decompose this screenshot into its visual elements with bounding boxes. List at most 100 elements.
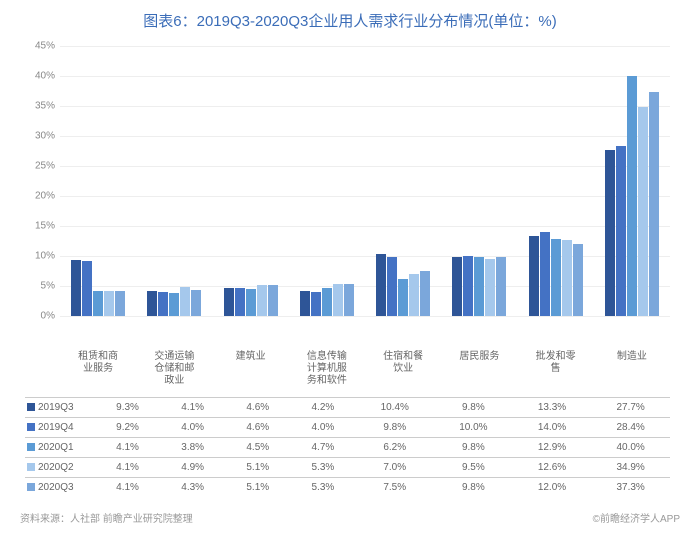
table-cell: 27.7% xyxy=(591,398,670,418)
data-table-wrap: 2019Q39.3%4.1%4.6%4.2%10.4%9.8%13.3%27.7… xyxy=(25,397,670,497)
table-cell: 4.2% xyxy=(290,398,355,418)
bar xyxy=(376,254,386,316)
bar xyxy=(496,257,506,316)
y-tick: 30% xyxy=(35,131,55,142)
category-group xyxy=(289,284,365,316)
y-tick: 40% xyxy=(35,71,55,82)
category-group xyxy=(136,287,212,316)
bar xyxy=(605,150,615,316)
table-cell: 4.0% xyxy=(290,418,355,438)
table-cell: 5.1% xyxy=(225,478,290,498)
category-group xyxy=(594,76,670,316)
bar xyxy=(169,293,179,316)
table-cell: 40.0% xyxy=(591,438,670,458)
x-label: 制造业 xyxy=(594,351,670,387)
bar xyxy=(191,290,201,316)
table-cell: 6.2% xyxy=(355,438,434,458)
bar xyxy=(474,257,484,316)
y-tick: 20% xyxy=(35,191,55,202)
series-label: 2020Q1 xyxy=(38,442,74,453)
y-tick: 15% xyxy=(35,221,55,232)
table-cell: 9.8% xyxy=(434,398,513,418)
table-cell: 4.9% xyxy=(160,458,225,478)
table-cell: 7.0% xyxy=(355,458,434,478)
category-group xyxy=(213,285,289,316)
category-group xyxy=(441,256,517,316)
y-tick: 0% xyxy=(41,311,55,322)
series-label: 2019Q3 xyxy=(38,402,74,413)
table-row: 2019Q49.2%4.0%4.6%4.0%9.8%10.0%14.0%28.4… xyxy=(25,418,670,438)
series-label: 2020Q3 xyxy=(38,482,74,493)
table-cell: 9.8% xyxy=(434,478,513,498)
table-cell: 12.0% xyxy=(513,478,592,498)
bar xyxy=(104,291,114,316)
table-cell: 9.8% xyxy=(355,418,434,438)
category-group xyxy=(365,254,441,316)
y-axis: 0%5%10%15%20%25%30%35%40%45% xyxy=(25,46,60,316)
table-cell: 4.3% xyxy=(160,478,225,498)
bar xyxy=(649,92,659,316)
bar xyxy=(268,285,278,316)
table-cell: 12.9% xyxy=(513,438,592,458)
category-group xyxy=(518,232,594,316)
table-cell: 5.3% xyxy=(290,458,355,478)
x-label: 住宿和餐饮业 xyxy=(365,351,441,387)
table-cell: 14.0% xyxy=(513,418,592,438)
chart-container: 图表6：2019Q3-2020Q3企业用人需求行业分布情况(单位：%) 0% 5%… xyxy=(0,0,700,533)
legend-swatch xyxy=(27,403,35,411)
bar xyxy=(344,284,354,316)
bar xyxy=(463,256,473,316)
bar xyxy=(420,271,430,316)
table-cell: 37.3% xyxy=(591,478,670,498)
table-row: 2019Q39.3%4.1%4.6%4.2%10.4%9.8%13.3%27.7… xyxy=(25,398,670,418)
data-table: 2019Q39.3%4.1%4.6%4.2%10.4%9.8%13.3%27.7… xyxy=(25,397,670,497)
bar xyxy=(333,284,343,316)
table-cell: 9.5% xyxy=(434,458,513,478)
series-label: 2020Q2 xyxy=(38,462,74,473)
table-cell: 3.8% xyxy=(160,438,225,458)
table-cell: 5.1% xyxy=(225,458,290,478)
source-text: 资料来源：人社部 前瞻产业研究院整理 xyxy=(20,510,193,525)
legend-swatch xyxy=(27,483,35,491)
bar xyxy=(322,288,332,316)
x-label: 批发和零售 xyxy=(518,351,594,387)
bar xyxy=(147,291,157,316)
x-axis-labels: 租赁和商业服务交通运输仓储和邮政业建筑业信息传输计算机服务和软件住宿和餐饮业居民… xyxy=(60,351,670,387)
table-cell: 4.6% xyxy=(225,398,290,418)
table-cell: 9.3% xyxy=(95,398,160,418)
table-cell: 10.4% xyxy=(355,398,434,418)
chart-title: 图表6：2019Q3-2020Q3企业用人需求行业分布情况(单位：%) xyxy=(20,10,680,31)
legend-swatch xyxy=(27,463,35,471)
bar xyxy=(235,288,245,316)
table-cell: 5.3% xyxy=(290,478,355,498)
footer: 资料来源：人社部 前瞻产业研究院整理 ©前瞻经济学人APP xyxy=(20,510,680,525)
table-cell: 28.4% xyxy=(591,418,670,438)
y-tick: 35% xyxy=(35,101,55,112)
bar xyxy=(387,257,397,316)
table-cell: 9.2% xyxy=(95,418,160,438)
table-cell: 13.3% xyxy=(513,398,592,418)
table-cell: 4.1% xyxy=(95,478,160,498)
y-tick: 10% xyxy=(35,251,55,262)
table-cell: 4.0% xyxy=(160,418,225,438)
bars-area xyxy=(60,46,670,316)
table-cell: 12.6% xyxy=(513,458,592,478)
bar xyxy=(616,146,626,316)
y-tick: 45% xyxy=(35,41,55,52)
table-cell: 4.1% xyxy=(95,458,160,478)
legend-swatch xyxy=(27,443,35,451)
bar xyxy=(82,261,92,316)
table-cell: 4.6% xyxy=(225,418,290,438)
bar xyxy=(452,257,462,316)
bar xyxy=(180,287,190,316)
bar xyxy=(562,240,572,316)
bar xyxy=(115,291,125,316)
legend-swatch xyxy=(27,423,35,431)
bar xyxy=(398,279,408,316)
category-group xyxy=(60,260,136,316)
y-tick: 5% xyxy=(41,281,55,292)
table-row: 2020Q34.1%4.3%5.1%5.3%7.5%9.8%12.0%37.3% xyxy=(25,478,670,498)
x-label: 租赁和商业服务 xyxy=(60,351,136,387)
table-cell: 4.5% xyxy=(225,438,290,458)
series-label: 2019Q4 xyxy=(38,422,74,433)
